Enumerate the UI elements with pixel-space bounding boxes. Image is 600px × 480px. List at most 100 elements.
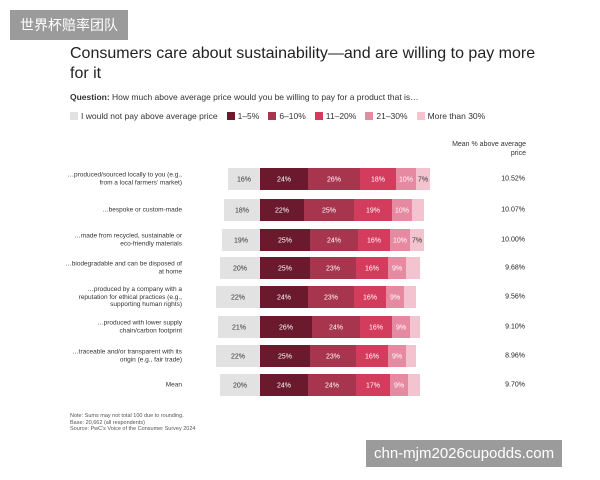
value-label: 25% (278, 353, 292, 360)
bar-segment (216, 286, 260, 308)
bar-segment (304, 199, 354, 221)
bar-segment (260, 257, 310, 279)
bar-segment (404, 286, 416, 308)
note: Base: 20,662 (all respondents) (70, 419, 145, 426)
legend-item: 1–5% (226, 111, 260, 121)
mean-value: 9.70% (505, 381, 525, 389)
bar-segment (406, 257, 420, 279)
bar-segment (358, 229, 390, 251)
value-label: 22% (275, 207, 289, 214)
bar-segment (308, 168, 360, 190)
value-label: 9% (394, 382, 404, 389)
bar-segment (310, 229, 358, 251)
bar-segment (222, 229, 260, 251)
bar-segment (228, 168, 260, 190)
bar-segment (354, 199, 392, 221)
value-label: 24% (329, 324, 343, 331)
legend-swatch (70, 112, 78, 120)
legend-label: More than 30% (427, 111, 486, 121)
bar-segment (260, 316, 312, 338)
value-label: 25% (278, 265, 292, 272)
value-label: 24% (277, 294, 291, 301)
mean-value: 9.68% (505, 264, 525, 272)
legend: I would not pay above average price 1–5% 6… (70, 111, 485, 121)
value-label: 24% (277, 382, 291, 389)
bar-segment (220, 257, 260, 279)
mean-value: 9.56% (505, 293, 525, 301)
watermark: 世界杯赔率团队 (10, 10, 128, 40)
legend-label: 21–30% (376, 111, 408, 121)
legend-item: More than 30% (416, 111, 486, 121)
bar-segment (410, 316, 420, 338)
category-label: …made from recycled, sustainable or eco-… (74, 232, 182, 248)
mean-value: 10.52% (501, 175, 525, 183)
mean-header: Mean % above average price (452, 141, 526, 157)
bar-segment (360, 316, 392, 338)
value-label: 20% (233, 265, 247, 272)
bar-segment (260, 374, 308, 396)
bar-segment (356, 374, 390, 396)
value-label: 25% (322, 207, 336, 214)
value-label: 20% (233, 382, 247, 389)
bar-segment (312, 316, 360, 338)
legend-item: I would not pay above average price (70, 111, 218, 121)
bar-segment (388, 257, 406, 279)
mean-value: 8.96% (505, 352, 525, 360)
value-label: 19% (366, 207, 380, 214)
bar-segment (354, 286, 386, 308)
value-label: 26% (279, 324, 293, 331)
value-label: 26% (327, 176, 341, 183)
value-label: 18% (235, 207, 249, 214)
category-label: …produced with lower supply chain/carbon… (97, 319, 182, 335)
value-label: 24% (325, 382, 339, 389)
value-label: 25% (278, 237, 292, 244)
legend-swatch (314, 112, 323, 120)
legend-swatch (226, 112, 235, 120)
value-label: 9% (390, 294, 400, 301)
note: Source: PwC's Voice of the Consumer Surv… (70, 426, 196, 432)
value-label: 16% (365, 353, 379, 360)
legend-label: 1–5% (237, 111, 260, 121)
category-label: …produced by a company with a reputation… (78, 285, 182, 308)
question-text: How much above average price would you b… (112, 92, 419, 102)
bar-segment (392, 199, 412, 221)
bar-segment (406, 345, 416, 367)
legend-label: I would not pay above average price (81, 111, 218, 121)
bar-segment (260, 199, 304, 221)
bar-segment (216, 345, 260, 367)
legend-item: 6–10% (268, 111, 306, 121)
value-label: 9% (392, 353, 402, 360)
bar-segment (408, 374, 420, 396)
category-label: …biodegradable and can be disposed of at… (65, 260, 182, 276)
value-label: 16% (369, 324, 383, 331)
bar-segment (220, 374, 260, 396)
value-label: 10% (399, 176, 413, 183)
bar-segment (260, 345, 310, 367)
value-label: 17% (366, 382, 380, 389)
value-label: 23% (326, 265, 340, 272)
value-label: 23% (324, 294, 338, 301)
value-label: 9% (396, 324, 406, 331)
bar-segment (392, 316, 410, 338)
bar-segment (410, 229, 424, 251)
value-label: 7% (412, 237, 422, 244)
legend-label: 6–10% (279, 111, 306, 121)
value-label: 10% (393, 237, 407, 244)
value-label: 9% (392, 265, 402, 272)
note: Note: Sums may not total 100 due to roun… (70, 413, 184, 419)
bar-segment (416, 168, 430, 190)
bar-segment (260, 229, 310, 251)
value-label: 16% (367, 237, 381, 244)
value-label: 10% (395, 207, 409, 214)
notes: Note: Sums may not total 100 due to roun… (70, 413, 195, 433)
value-label: 18% (371, 176, 385, 183)
value-label: 16% (365, 265, 379, 272)
bar-segment (360, 168, 396, 190)
value-label: 22% (231, 353, 245, 360)
bar-segment (310, 257, 356, 279)
category-label: Mean (165, 381, 182, 389)
legend-item: 11–20% (314, 111, 356, 121)
legend-swatch (416, 112, 425, 120)
